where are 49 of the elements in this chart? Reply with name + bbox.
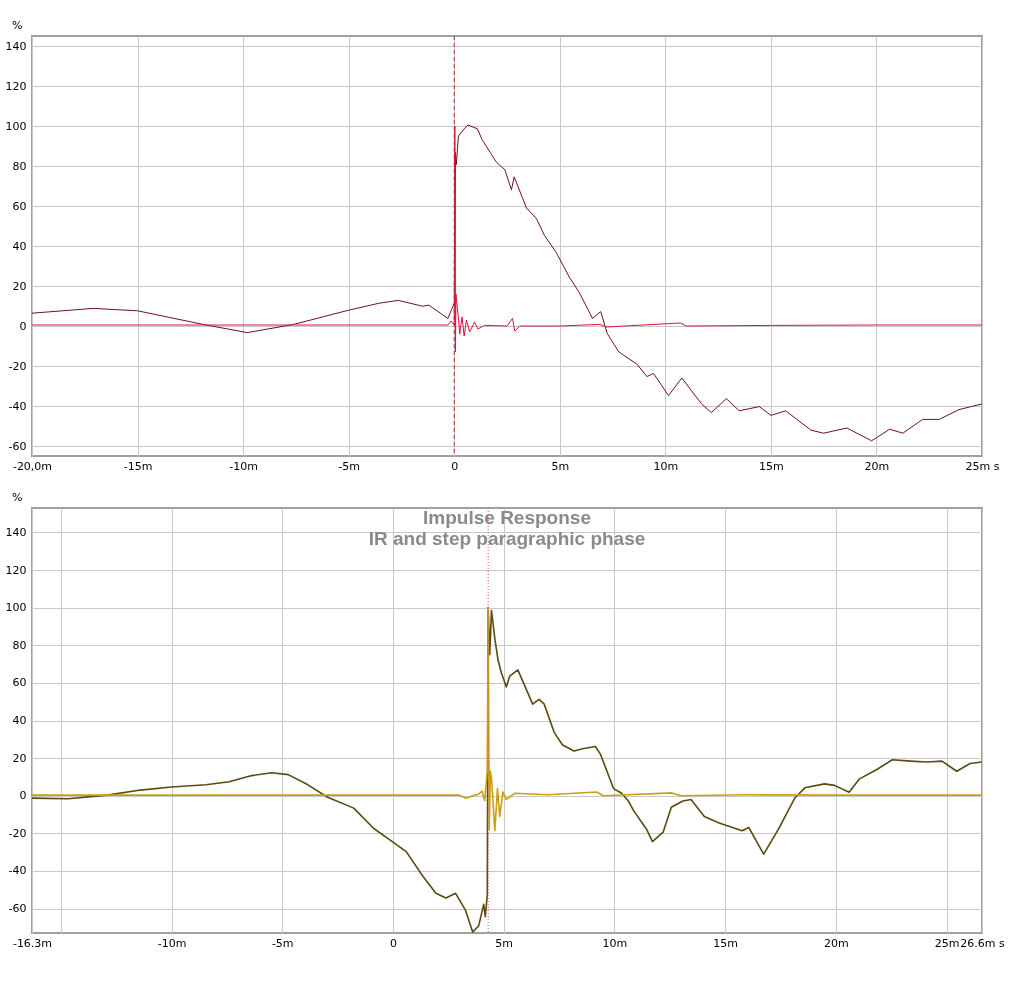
x-tick-label: 5m bbox=[551, 459, 570, 473]
x-tick-label: -5m bbox=[271, 936, 294, 950]
x-tick-label: 20m bbox=[823, 936, 849, 950]
y-tick-label: 100 bbox=[5, 119, 27, 133]
y-tick-label: 0 bbox=[19, 319, 27, 333]
y-tick-label: 0 bbox=[19, 789, 27, 803]
x-tick-label: 0 bbox=[389, 936, 397, 950]
y-tick-label: -20 bbox=[8, 359, 27, 373]
y-tick-label: 60 bbox=[12, 199, 27, 213]
y-tick-label: -20 bbox=[8, 826, 27, 840]
y-axis-title: % bbox=[12, 18, 23, 32]
y-tick-label: -40 bbox=[8, 399, 27, 413]
text: IR and step paragraphic phase bbox=[368, 528, 646, 549]
chart-title: Impulse Response bbox=[423, 507, 591, 528]
x-tick-label: 15m bbox=[759, 459, 784, 473]
y-tick-label: 140 bbox=[5, 525, 27, 539]
y-tick-label: -60 bbox=[8, 902, 27, 916]
x-tick-label: 15m bbox=[713, 936, 738, 950]
x-tick-label: -16.3m bbox=[12, 936, 53, 950]
x-tick-label: -10m bbox=[229, 459, 258, 473]
x-tick-label: 10m bbox=[653, 459, 679, 473]
x-tick-label: 0 bbox=[451, 459, 459, 473]
y-tick-label: 120 bbox=[5, 563, 27, 577]
x-tick-label: 26.6m s bbox=[960, 936, 1005, 950]
y-tick-label: -40 bbox=[8, 864, 27, 878]
y-tick-label: 60 bbox=[12, 676, 27, 690]
x-tick-label: 5m bbox=[495, 936, 514, 950]
y-tick-label: 140 bbox=[5, 39, 27, 53]
x-tick-label: -20,0m bbox=[12, 459, 53, 473]
line-series bbox=[32, 125, 982, 353]
line-series bbox=[32, 606, 982, 832]
y-tick-label: 100 bbox=[5, 601, 27, 615]
y-axis-title: % bbox=[12, 490, 23, 504]
x-tick-label: -15m bbox=[123, 459, 153, 473]
y-tick-label: 40 bbox=[12, 239, 27, 253]
y-tick-label: 120 bbox=[5, 79, 27, 93]
line-series bbox=[32, 124, 982, 442]
x-tick-label: -5m bbox=[338, 459, 361, 473]
y-tick-label: -60 bbox=[8, 439, 27, 453]
x-tick-label: 25m bbox=[934, 936, 960, 950]
y-tick-label: 20 bbox=[12, 751, 27, 765]
y-tick-label: 20 bbox=[12, 279, 27, 293]
x-tick-label: 10m bbox=[602, 936, 628, 950]
y-tick-label: 80 bbox=[12, 159, 27, 173]
y-tick-label: 40 bbox=[12, 714, 27, 727]
y-tick-label: 80 bbox=[12, 638, 27, 652]
x-tick-label: -10m bbox=[157, 936, 187, 950]
x-tick-label: 20m bbox=[864, 459, 890, 473]
x-tick-label: 25m s bbox=[965, 459, 1000, 473]
